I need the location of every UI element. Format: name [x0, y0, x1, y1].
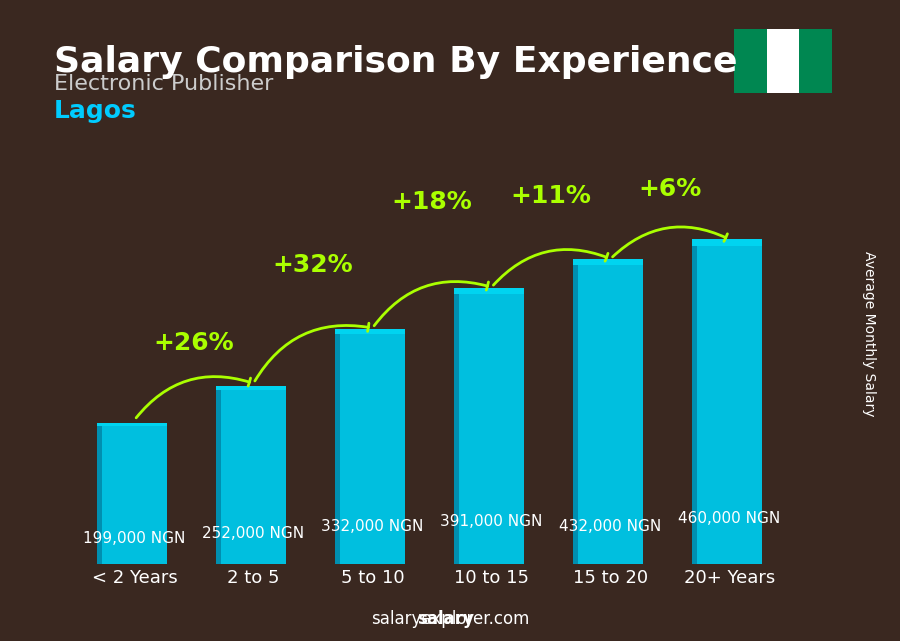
Text: salaryexplorer.com: salaryexplorer.com [371, 610, 529, 628]
Text: Salary Comparison By Experience: Salary Comparison By Experience [54, 45, 737, 79]
Text: 460,000 NGN: 460,000 NGN [679, 511, 780, 526]
FancyBboxPatch shape [216, 390, 220, 564]
Bar [697, 246, 762, 564]
FancyBboxPatch shape [692, 246, 697, 564]
Text: 199,000 NGN: 199,000 NGN [83, 531, 185, 546]
FancyBboxPatch shape [97, 426, 102, 564]
Bar [220, 390, 286, 564]
Bar [578, 265, 644, 564]
Text: Electronic Publisher: Electronic Publisher [54, 74, 274, 94]
FancyBboxPatch shape [97, 423, 167, 426]
Text: Average Monthly Salary: Average Monthly Salary [861, 251, 876, 416]
Bar [102, 426, 167, 564]
Text: 432,000 NGN: 432,000 NGN [560, 519, 662, 534]
Text: 332,000 NGN: 332,000 NGN [321, 519, 424, 534]
Text: +26%: +26% [154, 331, 234, 354]
Bar [767, 29, 799, 93]
FancyBboxPatch shape [335, 329, 405, 335]
Bar [340, 335, 405, 564]
Text: 252,000 NGN: 252,000 NGN [202, 526, 304, 542]
Bar [734, 29, 767, 93]
Text: salary: salary [418, 610, 474, 628]
FancyBboxPatch shape [454, 294, 459, 564]
Text: +6%: +6% [638, 177, 702, 201]
FancyBboxPatch shape [573, 265, 578, 564]
Bar [799, 29, 833, 93]
FancyBboxPatch shape [454, 288, 524, 294]
Bar [459, 294, 524, 564]
Text: +11%: +11% [510, 184, 591, 208]
Text: +32%: +32% [273, 253, 354, 277]
Text: +18%: +18% [392, 190, 472, 214]
FancyBboxPatch shape [692, 239, 762, 246]
Text: Lagos: Lagos [54, 99, 137, 123]
FancyBboxPatch shape [335, 335, 340, 564]
FancyBboxPatch shape [216, 386, 286, 390]
Text: 391,000 NGN: 391,000 NGN [440, 514, 543, 529]
FancyBboxPatch shape [573, 258, 643, 265]
